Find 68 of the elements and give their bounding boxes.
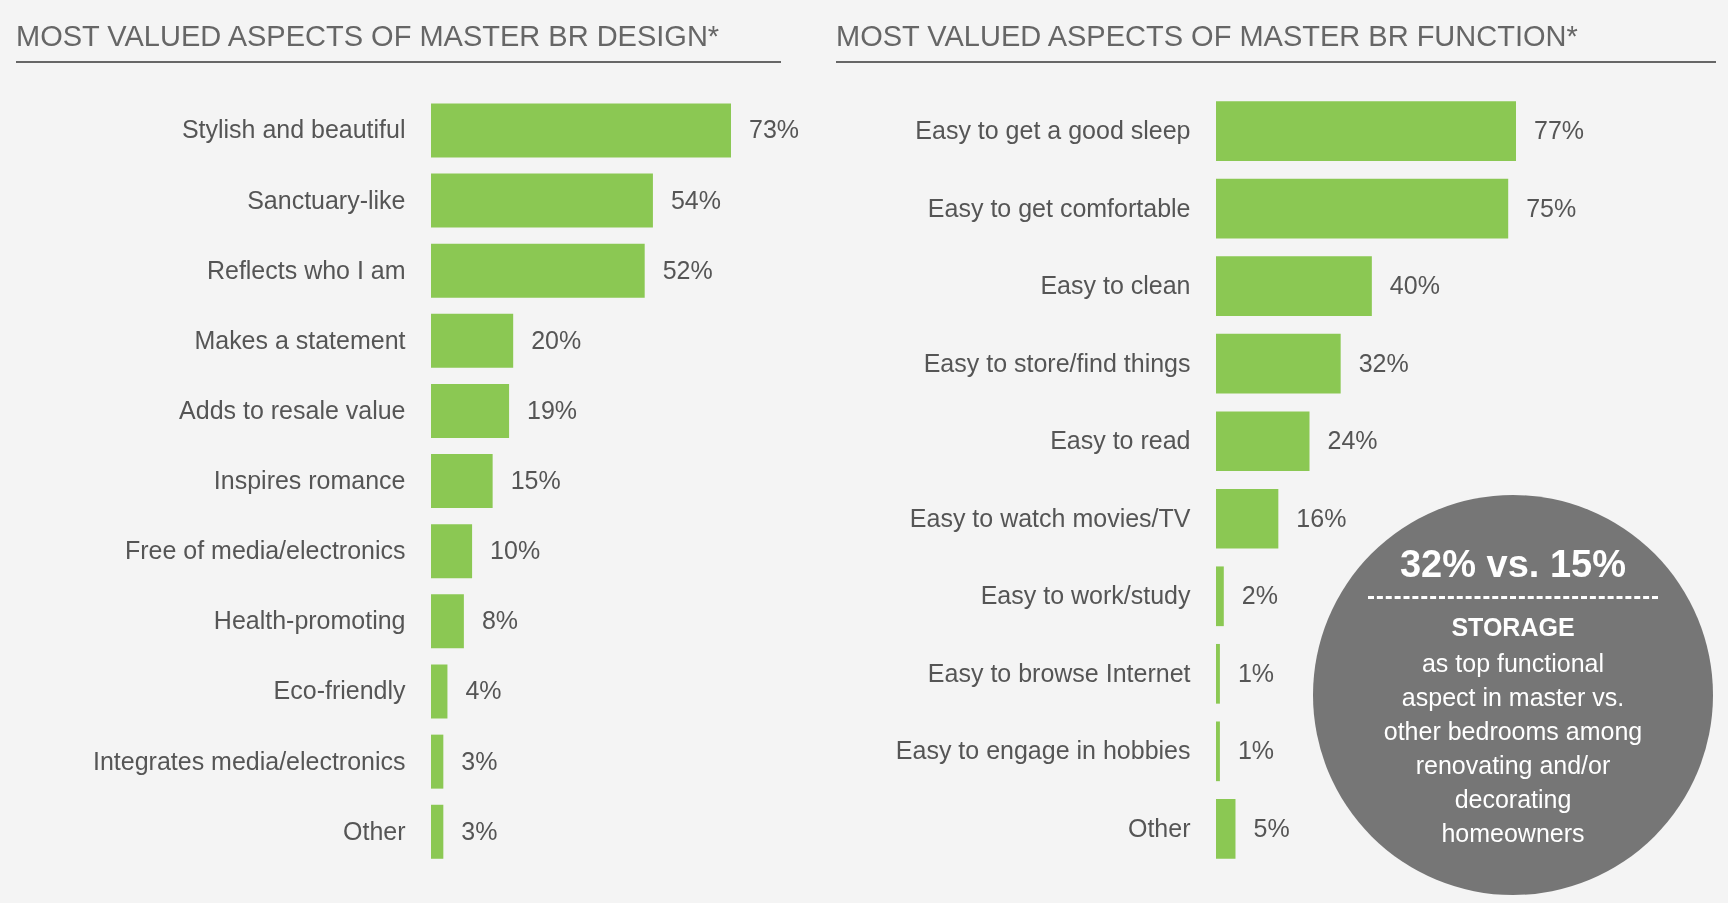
bar — [1216, 566, 1224, 627]
data-label: 16% — [1296, 503, 1347, 532]
bar — [1216, 333, 1341, 394]
y-tick-label: Easy to store/find things — [923, 348, 1191, 377]
bar — [431, 383, 510, 438]
bar — [1216, 799, 1236, 859]
data-label: 75% — [1526, 193, 1577, 222]
annotation: 32% vs. 15% — [1398, 543, 1628, 586]
bar — [1216, 721, 1220, 782]
bar — [431, 804, 444, 859]
y-tick-label: Easy to read — [1050, 426, 1191, 455]
chart-title: MOST VALUED ASPECTS OF MASTER BR FUNCTION* — [836, 20, 1716, 63]
chart-title: MOST VALUED ASPECTS OF MASTER BR DESIGN* — [16, 20, 781, 63]
data-label: 19% — [527, 395, 578, 424]
data-label: 3% — [461, 816, 498, 845]
data-label: 24% — [1327, 426, 1378, 455]
data-label: 8% — [481, 606, 518, 635]
bar — [431, 454, 493, 509]
data-label: 54% — [670, 185, 721, 214]
y-tick-label: Other — [343, 816, 406, 845]
y-tick-label: Adds to resale value — [179, 395, 406, 424]
y-tick-label: Free of media/electronics — [124, 536, 406, 565]
bar — [1216, 411, 1310, 472]
bar — [1216, 643, 1220, 704]
data-label: 73% — [749, 115, 800, 144]
data-label: 1% — [1237, 736, 1275, 765]
data-label: 15% — [510, 466, 561, 495]
y-tick-label: Easy to clean — [1040, 271, 1191, 300]
bar — [431, 243, 645, 298]
data-label: 77% — [1534, 116, 1585, 145]
y-tick-label: Reflects who I am — [206, 255, 406, 284]
y-tick-label: Sanctuary-like — [247, 185, 406, 214]
y-tick-label: Health-promoting — [213, 606, 406, 635]
annotation: STORAGE — [1450, 613, 1576, 642]
data-label: 1% — [1237, 658, 1275, 687]
bar — [1216, 101, 1516, 161]
bar — [431, 664, 448, 719]
bar — [1216, 488, 1279, 549]
y-tick-label: Other — [1127, 813, 1191, 842]
bar — [431, 594, 464, 649]
y-tick-label: Easy to get a good sleep — [915, 116, 1191, 145]
y-tick-label: Stylish and beautiful — [181, 115, 406, 144]
bar — [431, 734, 444, 789]
data-label: 5% — [1253, 813, 1290, 842]
annotation: as top functional aspect in master vs. other bedrooms among renovating and/or decorating homeowners — [1383, 648, 1643, 849]
y-tick-label: Easy to work/study — [980, 581, 1191, 610]
data-label: 32% — [1358, 348, 1409, 377]
data-label: 52% — [662, 255, 713, 284]
y-tick-label: Integrates media/electronics — [93, 746, 406, 775]
data-label: 20% — [531, 325, 582, 354]
data-label: 40% — [1389, 271, 1440, 300]
bar — [431, 173, 653, 228]
bar — [431, 103, 731, 158]
bar — [431, 524, 473, 579]
bar — [431, 313, 514, 368]
y-tick-label: Easy to engage in hobbies — [895, 736, 1191, 765]
data-label: 2% — [1241, 581, 1278, 610]
data-label: 4% — [465, 676, 502, 705]
y-tick-label: Easy to watch movies/TV — [909, 503, 1191, 532]
data-label: 10% — [490, 536, 541, 565]
y-tick-label: Eco-friendly — [273, 676, 406, 705]
y-tick-label: Easy to get comfortable — [927, 193, 1191, 222]
y-tick-label: Easy to browse Internet — [927, 658, 1191, 687]
y-tick-label: Makes a statement — [194, 325, 406, 354]
data-label: 3% — [461, 746, 498, 775]
bar — [1216, 178, 1509, 239]
bar — [1216, 256, 1372, 317]
y-tick-label: Inspires romance — [213, 466, 406, 495]
